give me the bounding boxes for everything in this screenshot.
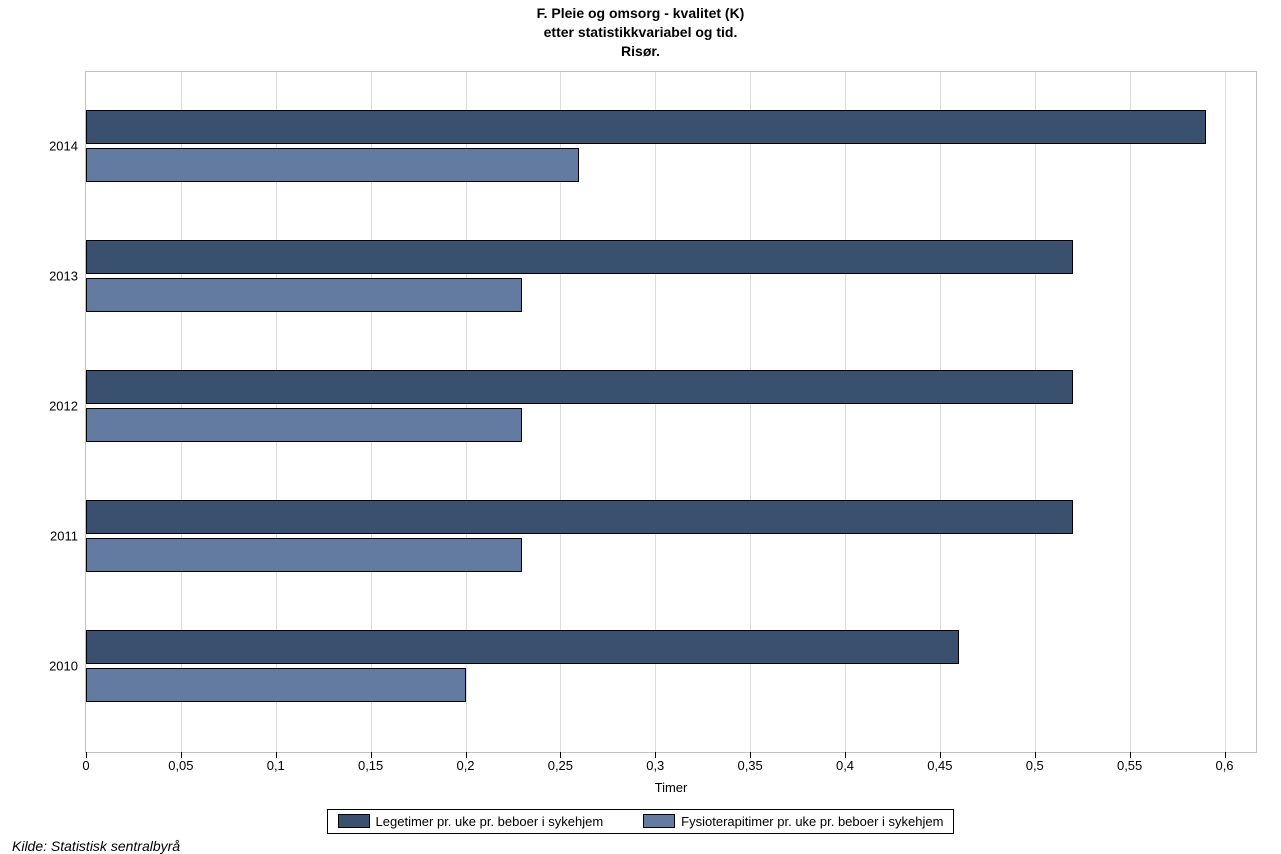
xtick-label: 0,15 <box>358 758 383 773</box>
bar-fysioterapi <box>86 408 522 442</box>
xtick-label: 0,5 <box>1026 758 1044 773</box>
legend-item-fysioterapi: Fysioterapitimer pr. uke pr. beboer i sy… <box>643 814 943 829</box>
bar-legetimer <box>86 630 959 664</box>
gridline <box>1130 72 1131 752</box>
ytick-label: 2014 <box>49 138 78 153</box>
title-line-1: F. Pleie og omsorg - kvalitet (K) <box>0 4 1281 23</box>
xtick-label: 0,35 <box>737 758 762 773</box>
legend-label: Fysioterapitimer pr. uke pr. beboer i sy… <box>681 814 943 829</box>
legend-swatch <box>338 814 370 828</box>
xtick-label: 0,45 <box>927 758 952 773</box>
bar-fysioterapi <box>86 668 466 702</box>
legend-item-legetimer: Legetimer pr. uke pr. beboer i sykehjem <box>338 814 604 829</box>
xtick-label: 0,55 <box>1117 758 1142 773</box>
plot-area: 00,050,10,150,20,250,30,350,40,450,50,55… <box>85 71 1257 753</box>
bar-legetimer <box>86 110 1206 144</box>
legend-label: Legetimer pr. uke pr. beboer i sykehjem <box>376 814 604 829</box>
ytick-label: 2013 <box>49 268 78 283</box>
xtick-label: 0 <box>82 758 89 773</box>
xtick-label: 0,3 <box>646 758 664 773</box>
gridline <box>1225 72 1226 752</box>
ytick-label: 2011 <box>50 528 78 543</box>
xtick-label: 0,25 <box>548 758 573 773</box>
xtick-label: 0,2 <box>456 758 474 773</box>
bar-legetimer <box>86 370 1073 404</box>
bar-fysioterapi <box>86 148 579 182</box>
bar-legetimer <box>86 500 1073 534</box>
gridline <box>1035 72 1036 752</box>
ytick-label: 2012 <box>49 398 78 413</box>
title-line-3: Risør. <box>0 42 1281 61</box>
legend: Legetimer pr. uke pr. beboer i sykehjem F… <box>327 809 955 834</box>
xtick-label: 0,6 <box>1215 758 1233 773</box>
bar-fysioterapi <box>86 538 522 572</box>
x-axis-label: Timer <box>86 780 1256 795</box>
legend-swatch <box>643 814 675 828</box>
xtick-label: 0,1 <box>267 758 285 773</box>
source-label: Kilde: Statistisk sentralbyrå <box>12 838 1281 854</box>
bar-fysioterapi <box>86 278 522 312</box>
chart-title: F. Pleie og omsorg - kvalitet (K) etter … <box>0 0 1281 61</box>
bar-legetimer <box>86 240 1073 274</box>
title-line-2: etter statistikkvariabel og tid. <box>0 23 1281 42</box>
ytick-label: 2010 <box>49 658 78 673</box>
xtick-label: 0,4 <box>836 758 854 773</box>
xtick-label: 0,05 <box>168 758 193 773</box>
chart-area: 0 0,05 0,1 0,15 0,2 0,25 0,3 0,35 0,4 0,45 0,5 0,55… <box>20 71 1261 801</box>
